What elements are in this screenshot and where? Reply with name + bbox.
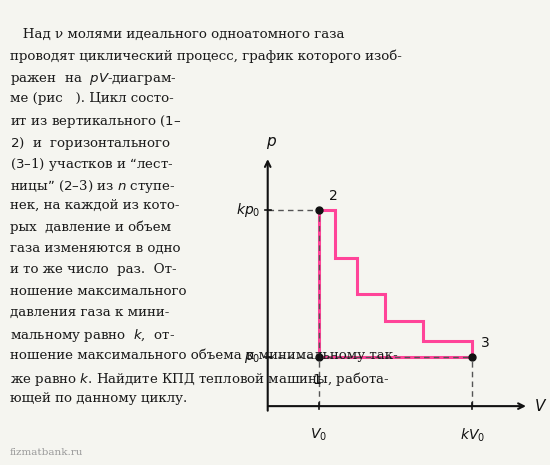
Text: $kV_0$: $kV_0$ bbox=[460, 427, 485, 444]
Text: $3$: $3$ bbox=[480, 336, 490, 350]
Text: $p_0$: $p_0$ bbox=[244, 350, 261, 365]
Text: fizmatbank.ru: fizmatbank.ru bbox=[10, 448, 83, 457]
Text: $1$: $1$ bbox=[311, 373, 321, 387]
Text: мальному равно  $k$,  от-: мальному равно $k$, от- bbox=[10, 327, 175, 345]
Text: ($3$–1) участков и “лест-: ($3$–1) участков и “лест- bbox=[10, 156, 173, 173]
Text: проводят циклический процесс, график которого изоб-: проводят циклический процесс, график кот… bbox=[10, 49, 401, 63]
Text: $2$: $2$ bbox=[328, 189, 338, 203]
Text: $kp_0$: $kp_0$ bbox=[236, 201, 261, 219]
Text: ношение максимального объема к минимальному так-: ношение максимального объема к минимальн… bbox=[10, 349, 398, 362]
Text: ницы” ($2$–3) из $n$ ступе-: ницы” ($2$–3) из $n$ ступе- bbox=[10, 178, 175, 195]
Text: $V$: $V$ bbox=[534, 398, 547, 414]
Text: ющей по данному циклу.: ющей по данному циклу. bbox=[10, 392, 187, 405]
Text: давления газа к мини-: давления газа к мини- bbox=[10, 306, 169, 319]
Text: $p$: $p$ bbox=[266, 135, 277, 152]
Text: ражен  на  $pV$-диаграм-: ражен на $pV$-диаграм- bbox=[10, 71, 177, 86]
Text: же равно $k$. Найдите КПД тепловой машины, работа-: же равно $k$. Найдите КПД тепловой машин… bbox=[10, 370, 389, 388]
Text: нек, на каждой из кото-: нек, на каждой из кото- bbox=[10, 199, 179, 212]
Text: ит из вертикального ($1$–: ит из вертикального ($1$– bbox=[10, 113, 182, 131]
Text: и то же число  раз.  От-: и то же число раз. От- bbox=[10, 263, 177, 276]
Text: $2$)  и  горизонтального: $2$) и горизонтального bbox=[10, 135, 171, 152]
Text: Над ν молями идеального одноатомного газа: Над ν молями идеального одноатомного газ… bbox=[10, 28, 344, 41]
Text: $V_0$: $V_0$ bbox=[310, 427, 327, 443]
Text: рых  давление и объем: рых давление и объем bbox=[10, 220, 171, 234]
Text: ношение максимального: ношение максимального bbox=[10, 285, 186, 298]
Text: ме (рис   ). Цикл состо-: ме (рис ). Цикл состо- bbox=[10, 92, 174, 105]
Text: газа изменяются в одно: газа изменяются в одно bbox=[10, 242, 180, 255]
